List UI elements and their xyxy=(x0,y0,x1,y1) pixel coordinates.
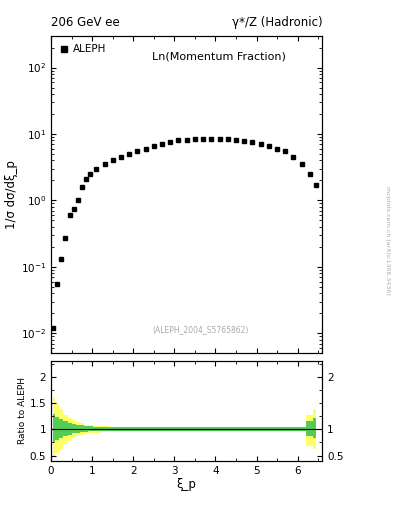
ALEPH xyxy=(51,325,55,331)
ALEPH xyxy=(193,136,197,142)
ALEPH xyxy=(258,141,263,147)
ALEPH xyxy=(250,139,255,145)
ALEPH xyxy=(88,171,92,177)
ALEPH xyxy=(67,212,72,218)
ALEPH xyxy=(72,206,76,212)
ALEPH xyxy=(217,136,222,142)
Text: (ALEPH_2004_S5765862): (ALEPH_2004_S5765862) xyxy=(152,325,248,334)
ALEPH xyxy=(283,148,288,154)
ALEPH xyxy=(266,143,271,150)
Text: Ln(Momentum Fraction): Ln(Momentum Fraction) xyxy=(152,52,286,62)
Text: γ*/Z (Hadronic): γ*/Z (Hadronic) xyxy=(231,16,322,30)
Text: 206 GeV ee: 206 GeV ee xyxy=(51,16,120,30)
Y-axis label: Ratio to ALEPH: Ratio to ALEPH xyxy=(18,377,27,444)
ALEPH xyxy=(242,138,246,144)
ALEPH xyxy=(143,145,148,152)
ALEPH xyxy=(308,171,312,177)
ALEPH xyxy=(184,137,189,143)
Legend: ALEPH: ALEPH xyxy=(56,41,110,57)
ALEPH xyxy=(127,151,132,157)
Y-axis label: 1/σ dσ/dξ_p: 1/σ dσ/dξ_p xyxy=(5,160,18,229)
ALEPH xyxy=(79,184,84,190)
ALEPH xyxy=(63,235,68,241)
ALEPH xyxy=(201,136,206,142)
ALEPH xyxy=(151,143,156,150)
ALEPH xyxy=(55,281,60,287)
X-axis label: ξ_p: ξ_p xyxy=(177,478,196,492)
ALEPH xyxy=(160,141,164,147)
ALEPH xyxy=(176,137,181,143)
ALEPH xyxy=(275,145,279,152)
ALEPH xyxy=(233,137,238,143)
ALEPH xyxy=(119,154,123,160)
ALEPH xyxy=(102,161,107,167)
ALEPH xyxy=(299,161,304,167)
Line: ALEPH: ALEPH xyxy=(51,136,319,330)
Text: mcplots.cern.ch [arXiv:1306.3436]: mcplots.cern.ch [arXiv:1306.3436] xyxy=(385,186,389,295)
ALEPH xyxy=(94,166,99,172)
ALEPH xyxy=(209,136,214,142)
ALEPH xyxy=(75,197,80,203)
ALEPH xyxy=(226,136,230,142)
ALEPH xyxy=(110,157,115,163)
ALEPH xyxy=(291,154,296,160)
ALEPH xyxy=(84,176,88,182)
ALEPH xyxy=(59,256,64,262)
ALEPH xyxy=(314,182,318,188)
ALEPH xyxy=(135,148,140,154)
ALEPH xyxy=(168,139,173,145)
